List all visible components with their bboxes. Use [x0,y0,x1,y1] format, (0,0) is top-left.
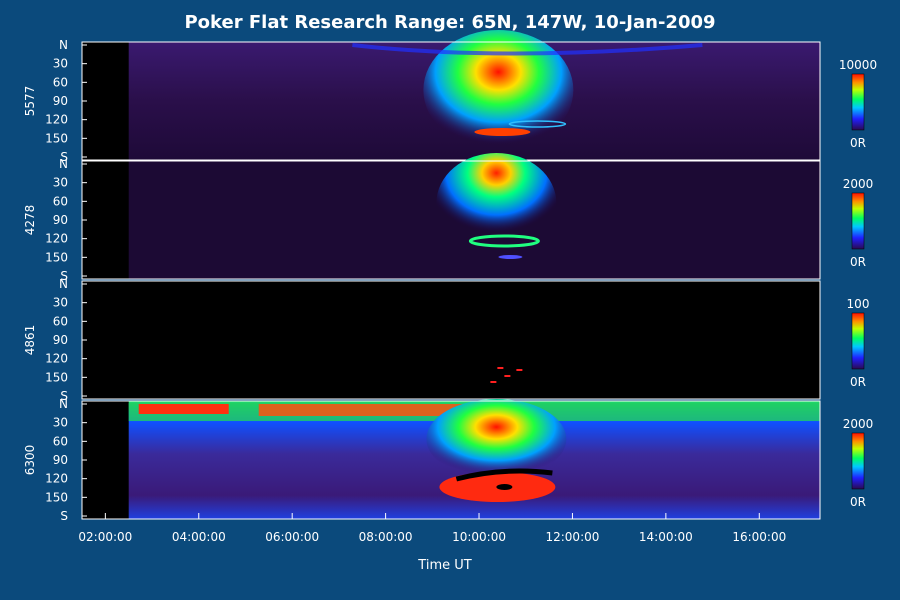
emission-image [128,281,820,399]
y-tick-label: 120 [45,113,68,127]
y-tick-label: 150 [45,250,68,264]
emission-feature [426,399,567,479]
emission-dot [516,369,523,371]
y-tick-label: 90 [53,333,68,347]
y-tick-label: 30 [53,416,68,430]
channel-label: 4861 [23,325,37,356]
colorbar-max-label: 10000 [839,58,877,72]
y-tick-label: 60 [53,434,68,448]
y-tick-label: 150 [45,370,68,384]
y-tick-label: S [60,269,68,283]
y-tick-label: 60 [53,314,68,328]
channel-label: 4278 [23,205,37,236]
channel-label: 5577 [23,86,37,117]
x-tick-label: 10:00:00 [452,530,506,544]
panel-4861 [81,280,821,400]
y-tick-label: 90 [53,213,68,227]
emission-ring [508,120,567,128]
y-tick-label: 150 [45,131,68,145]
y-tick-label: 90 [53,94,68,108]
colorbar [851,192,865,250]
y-tick-label: 90 [53,453,68,467]
colorbar-min-label: 0R [850,136,866,150]
y-tick-label: N [59,38,68,52]
colorbar [851,432,865,490]
x-tick-label: 02:00:00 [78,530,132,544]
emission-dot [497,367,504,369]
x-tick-label: 12:00:00 [545,530,599,544]
panel-4278 [81,153,821,280]
x-axis-label: Time UT [417,558,471,573]
y-tick-label: N [59,277,68,291]
colorbar-min-label: 0R [850,255,866,269]
x-tick-label: 08:00:00 [359,530,413,544]
colorbar-min-label: 0R [850,375,866,389]
emission-arc [455,468,553,482]
y-tick-label: S [60,150,68,164]
y-tick-label: 150 [45,490,68,504]
emission-spot [474,128,531,136]
x-tick-label: 14:00:00 [639,530,693,544]
emission-feature [436,153,557,253]
x-tick-label: 16:00:00 [732,530,786,544]
y-tick-label: S [60,509,68,523]
x-tick-label: 06:00:00 [265,530,319,544]
emission-ring [468,234,540,248]
emission-spot [498,255,523,259]
colorbar-max-label: 2000 [843,177,874,191]
x-tick-label: 04:00:00 [172,530,226,544]
emission-dot [504,375,511,377]
colorbar-max-label: 2000 [843,417,874,431]
y-tick-label: 30 [53,296,68,310]
y-tick-label: N [59,157,68,171]
y-tick-label: 30 [53,57,68,71]
colorbar [851,312,865,370]
y-tick-label: 120 [45,232,68,246]
colorbar-min-label: 0R [850,495,866,509]
y-tick-label: 120 [45,472,68,486]
colorbar [851,73,865,131]
panel-6300 [81,399,821,520]
panel-5577 [81,30,821,161]
y-tick-label: S [60,389,68,403]
y-tick-label: 30 [53,176,68,190]
emission-dot [490,381,497,383]
chart-title: Poker Flat Research Range: 65N, 147W, 10… [184,12,715,33]
emission-band-red [138,404,229,414]
emission-dark-spot [496,484,513,490]
emission-feature [423,30,574,150]
emission-band-red [258,404,479,416]
channel-label: 6300 [23,445,37,476]
y-tick-label: N [59,397,68,411]
y-tick-label: 120 [45,352,68,366]
y-tick-label: 60 [53,194,68,208]
colorbar-max-label: 100 [847,297,870,311]
emission-arc [352,43,703,56]
y-tick-label: 60 [53,75,68,89]
